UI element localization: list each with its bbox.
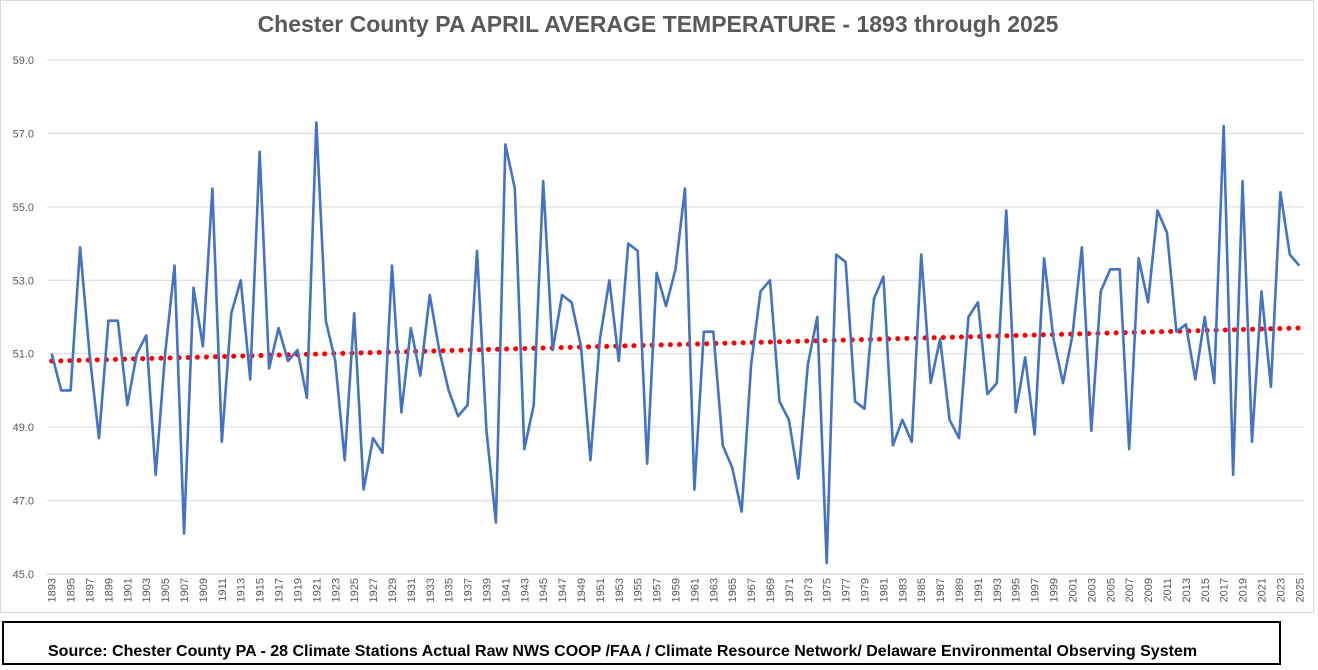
x-tick-label: 1993 [992,578,1004,602]
chart-frame: Chester County PA APRIL AVERAGE TEMPERAT… [0,0,1314,613]
x-tick-label: 1991 [973,578,985,602]
x-tick-label: 1901 [122,578,134,602]
x-tick-label: 1979 [860,578,872,602]
x-tick-label: 1897 [85,578,97,602]
x-tick-label: 2011 [1162,578,1174,602]
x-tick-label: 1983 [897,578,909,602]
x-tick-label: 1943 [519,578,531,602]
x-tick-label: 1937 [463,578,475,602]
x-tick-label: 1931 [406,578,418,602]
x-tick-label: 1957 [652,578,664,602]
x-tick-label: 1963 [708,578,720,602]
x-tick-label: 1985 [916,578,928,602]
x-tick-label: 1967 [746,578,758,602]
x-tick-label: 1999 [1049,578,1061,602]
x-tick-label: 2015 [1200,578,1212,602]
x-tick-label: 1933 [425,578,437,602]
x-tick-label: 1989 [954,578,966,602]
x-tick-label: 2025 [1294,578,1306,602]
trendline-dots [49,325,1302,364]
x-tick-label: 1995 [1011,578,1023,602]
x-tick-label: 1925 [349,578,361,602]
x-tick-label: 1941 [500,578,512,602]
x-tick-label: 1977 [841,578,853,602]
source-box: Source: Chester County PA - 28 Climate S… [2,621,1281,665]
x-tick-label: 1907 [179,578,191,602]
source-note: Source: Chester County PA - 28 Climate S… [48,643,1198,660]
x-tick-label: 1909 [198,578,210,602]
x-tick-label: 1987 [935,578,947,602]
y-tick-label: 55.0 [13,202,34,214]
x-tick-label: 1913 [236,578,248,602]
x-tick-label: 1893 [47,578,59,602]
x-tick-label: 1903 [141,578,153,602]
y-tick-label: 59.0 [13,55,34,67]
x-tick-label: 1947 [557,578,569,602]
x-tick-label: 2003 [1086,578,1098,602]
x-tick-label: 1915 [255,578,267,602]
x-tick-label: 1939 [481,578,493,602]
x-tick-label: 1955 [633,578,645,602]
x-tick-label: 1951 [595,578,607,602]
y-tick-label: 47.0 [13,496,34,508]
x-tick-label: 1949 [576,578,588,602]
x-tick-label: 1973 [803,578,815,602]
x-tick-label: 2021 [1256,578,1268,602]
x-tick-label: 2019 [1238,578,1250,602]
x-tick-label: 2007 [1124,578,1136,602]
x-tick-label: 1969 [765,578,777,602]
x-tick-label: 1927 [368,578,380,602]
x-tick-label: 1971 [784,578,796,602]
x-tick-label: 1975 [822,578,834,602]
x-tick-label: 2001 [1067,578,1079,602]
x-tick-label: 1929 [387,578,399,602]
x-tick-label: 1997 [1030,578,1042,602]
y-tick-label: 57.0 [13,128,34,140]
y-tick-label: 45.0 [13,569,34,581]
x-tick-label: 1895 [66,578,78,602]
y-tick-label: 51.0 [13,349,34,361]
x-tick-label: 1945 [538,578,550,602]
x-tick-label: 1919 [292,578,304,602]
y-tick-label: 53.0 [13,275,34,287]
y-tick-label: 49.0 [13,422,34,434]
x-tick-label: 1899 [103,578,115,602]
x-tick-label: 1923 [330,578,342,602]
x-tick-label: 2023 [1275,578,1287,602]
x-tick-label: 1911 [217,578,229,602]
x-tick-label: 1917 [274,578,286,602]
x-tick-label: 1953 [614,578,626,602]
temperature-series [50,121,1301,565]
x-tick-label: 2009 [1143,578,1155,602]
x-tick-label: 1959 [671,578,683,602]
x-tick-label: 2005 [1105,578,1117,602]
chart-plot: 59.057.055.053.051.049.047.045.0 1893 189… [13,55,1307,602]
series-line [50,121,1301,565]
x-tick-label: 1935 [444,578,456,602]
x-tick-label: 1921 [311,578,323,602]
x-tick-label: 1965 [727,578,739,602]
y-axis-ticks: 59.0 57.0 55.0 53.0 51.0 49.0 47.0 45.0 [13,55,34,581]
gridlines [47,59,1304,575]
chart-title: Chester County PA APRIL AVERAGE TEMPERAT… [257,11,1059,37]
x-axis-ticks: 1893 1895 1897 1899 1901 1903 1905 1907 1909 1911… [47,578,1307,602]
x-tick-label: 2013 [1181,578,1193,602]
trendline [49,325,1302,364]
x-tick-label: 1961 [689,578,701,602]
x-tick-label: 1905 [160,578,172,602]
x-tick-label: 2017 [1219,578,1231,602]
x-tick-label: 1981 [878,578,890,602]
